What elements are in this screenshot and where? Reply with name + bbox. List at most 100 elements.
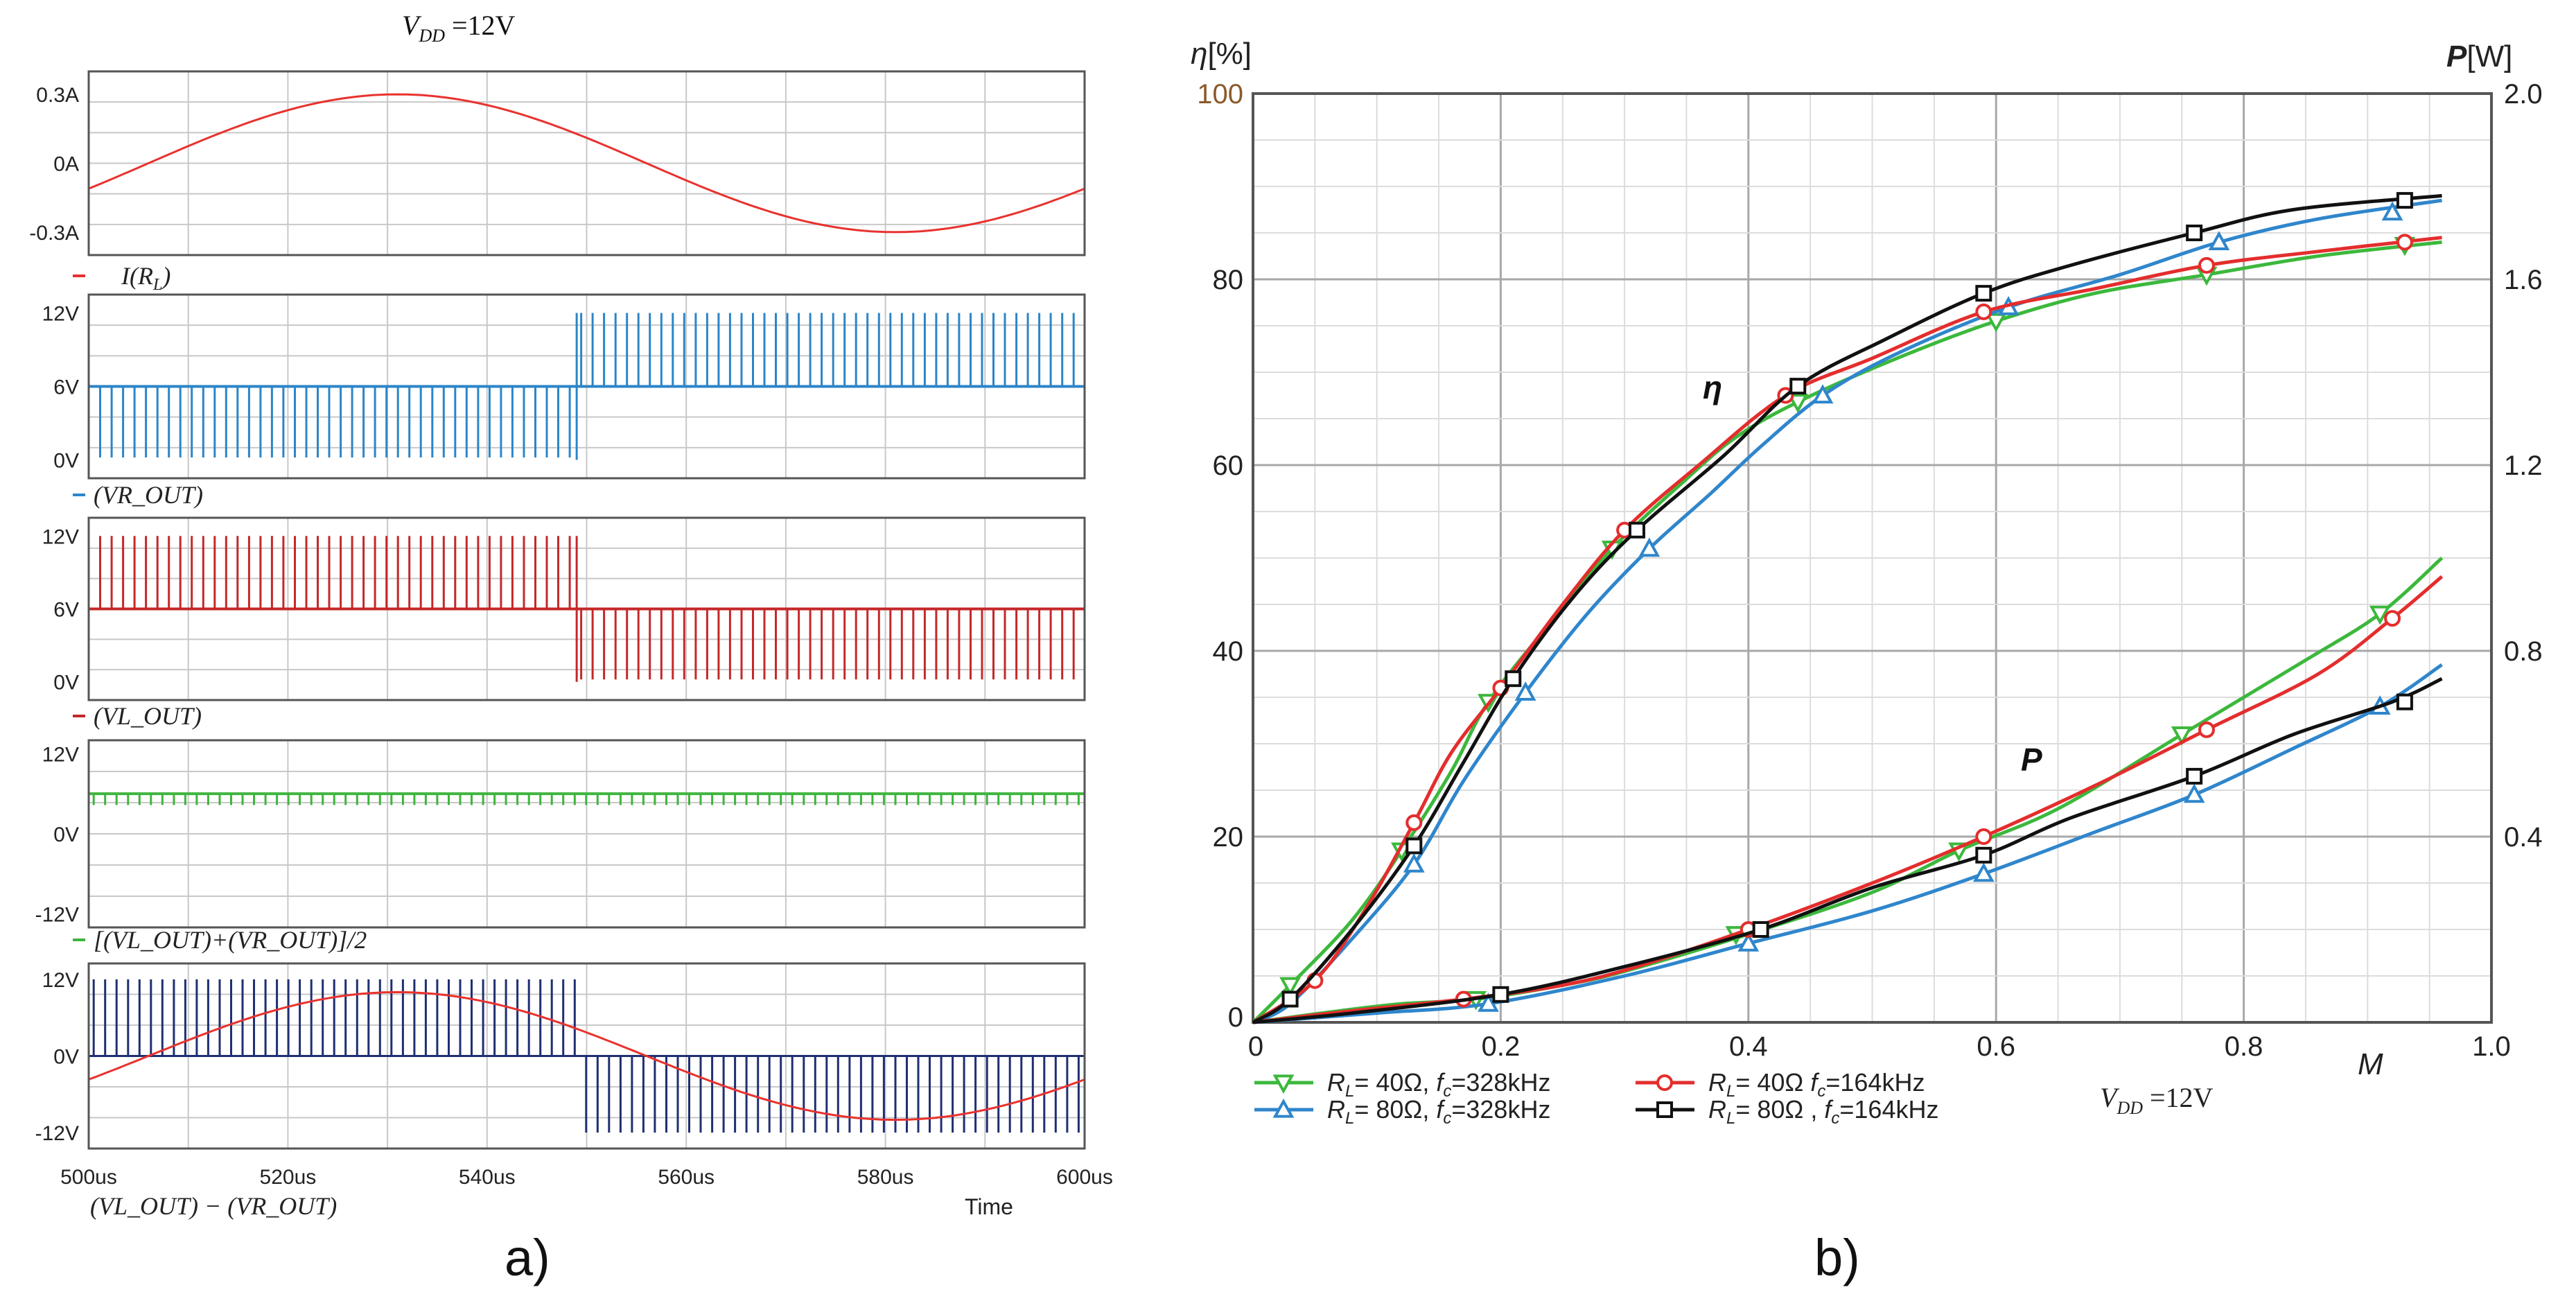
series-4 bbox=[1252, 192, 2443, 1024]
data-point bbox=[2183, 783, 2205, 803]
vdd-annotation: VDD =12V bbox=[2100, 1082, 2214, 1118]
data-point bbox=[1279, 977, 1302, 997]
x-tick-label: 0.6 bbox=[1977, 1031, 2015, 1062]
efficiency-line bbox=[1252, 193, 2442, 1024]
data-point bbox=[1975, 285, 1992, 302]
legend-vl-out: (VL_OUT) bbox=[94, 702, 202, 730]
efficiency-line bbox=[1252, 236, 2442, 1024]
oscilloscope-traces: 0.3A 0A -0.3A 12V 6V 0V 12V 6V 0V 12V 0V -12V 12V 0V -… bbox=[29, 70, 1113, 1189]
y-tick-label: 6V bbox=[53, 376, 79, 399]
data-point bbox=[1737, 932, 1760, 952]
left-axis-title: η[%] bbox=[1191, 37, 1252, 71]
x-tick-label: 0.8 bbox=[2225, 1031, 2263, 1062]
trace-frame bbox=[87, 739, 1086, 929]
y-tick-label: 0V bbox=[53, 823, 79, 846]
legend-text: RL= 40Ω fc=164kHz bbox=[1708, 1068, 1925, 1101]
data-point bbox=[2186, 225, 2203, 241]
y-tick-label: -0.3A bbox=[29, 222, 79, 245]
panel-a-label: a) bbox=[505, 1229, 550, 1286]
data-point bbox=[1812, 384, 1834, 404]
plot-frame bbox=[1252, 92, 2493, 1024]
time-tick-label: 540us bbox=[459, 1166, 516, 1189]
differential-waveform bbox=[92, 979, 1080, 1133]
panel-b-label: b) bbox=[1814, 1229, 1860, 1286]
y-tick-label: 0V bbox=[53, 450, 79, 473]
trace-frame bbox=[87, 70, 1086, 256]
data-point bbox=[1492, 986, 1509, 1003]
trace-frame bbox=[87, 516, 1086, 701]
legend-differential: (VL_OUT) − (VR_OUT) bbox=[90, 1192, 337, 1220]
data-point bbox=[2198, 256, 2215, 274]
x-tick-label: 0 bbox=[1248, 1031, 1263, 1062]
chart-grid bbox=[1252, 92, 2493, 1024]
data-point bbox=[1272, 1074, 1295, 1094]
legend-common-mode: [(VL_OUT)+(VR_OUT)]/2 bbox=[94, 926, 367, 954]
y-left-tick-label: 100 bbox=[1197, 79, 1243, 110]
data-point bbox=[2396, 234, 2413, 251]
trace-legends: I(RL) (VR_OUT) (VL_OUT) [(VL_OUT)+(VR_OU… bbox=[90, 262, 367, 1220]
y-right-tick-label: 1.2 bbox=[2504, 451, 2543, 481]
y-tick-label: 12V bbox=[42, 525, 79, 548]
chart-tick-labels: 0 0.2 0.4 0.6 0.8 1.0 0 20 40 60 80 100 0.4 0.8 1.2 1.6… bbox=[1197, 79, 2542, 1062]
data-point bbox=[1405, 837, 1423, 855]
supply-voltage-subscript: DD bbox=[418, 26, 445, 46]
legend-text: RL= 80Ω , fc=164kHz bbox=[1708, 1095, 1938, 1128]
power-line bbox=[1252, 676, 2443, 1024]
y-tick-label: 6V bbox=[53, 599, 79, 622]
legend-vr-out: (VR_OUT) bbox=[94, 481, 203, 509]
y-left-tick-label: 40 bbox=[1213, 636, 1244, 667]
y-tick-label: -12V bbox=[35, 1122, 79, 1145]
data-point bbox=[1789, 378, 1807, 395]
legend-text: RL= 40Ω, fc=328kHz bbox=[1327, 1068, 1550, 1101]
y-right-tick-label: 2.0 bbox=[2504, 79, 2543, 110]
data-point bbox=[2186, 767, 2203, 785]
right-axis-title: P[W] bbox=[2446, 40, 2512, 73]
data-point bbox=[2384, 610, 2401, 627]
data-point bbox=[1403, 853, 1425, 873]
y-tick-label: 12V bbox=[42, 743, 79, 766]
legend-text: RL= 80Ω, fc=328kHz bbox=[1327, 1095, 1550, 1128]
legend-entry-2: RL= 80Ω, fc=328kHz bbox=[1254, 1095, 1550, 1128]
data-point bbox=[1514, 681, 1536, 701]
y-left-tick-label: 60 bbox=[1213, 451, 1244, 481]
trace-panel-vr-out: 12V 6V 0V bbox=[42, 293, 1086, 496]
panel-b: 0 0.2 0.4 0.6 0.8 1.0 0 20 40 60 80 100 0.4 0.8 1.2 1.6… bbox=[1191, 37, 2543, 1286]
x-axis-title: M bbox=[2358, 1047, 2383, 1081]
trace-frame bbox=[87, 293, 1086, 480]
data-point bbox=[1975, 846, 1992, 864]
trace-panel-differential: 12V 0V -12V bbox=[35, 962, 1086, 1150]
supply-voltage-header: VDD =12V bbox=[402, 10, 516, 46]
data-point bbox=[1505, 670, 1522, 688]
data-point bbox=[2208, 231, 2230, 250]
time-tick-label: 520us bbox=[260, 1166, 317, 1189]
data-point bbox=[1975, 828, 1992, 845]
data-point bbox=[1281, 990, 1299, 1008]
y-right-tick-label: 0.8 bbox=[2504, 636, 2543, 667]
current-overlay-waveform bbox=[88, 990, 1085, 1121]
efficiency-curve-label: η bbox=[1703, 369, 1722, 405]
data-point bbox=[2396, 693, 2413, 710]
y-right-tick-label: 0.4 bbox=[2504, 822, 2543, 853]
trace-panel-vl-out: 12V 6V 0V bbox=[42, 516, 1086, 717]
panel-a: VDD =12V 0.3A 0A -0.3A 12V 6V 0V 12V 6V 0V 12V 0V -… bbox=[29, 10, 1113, 1286]
x-tick-label: 0.2 bbox=[1482, 1031, 1521, 1062]
data-point bbox=[1752, 921, 1769, 938]
legend-entry-4: RL= 80Ω , fc=164kHz bbox=[1636, 1095, 1938, 1128]
time-tick-label: 500us bbox=[60, 1166, 117, 1189]
efficiency-line bbox=[1252, 198, 2442, 1024]
data-point bbox=[2198, 721, 2215, 738]
current-waveform bbox=[88, 93, 1085, 234]
y-tick-label: 12V bbox=[42, 303, 79, 326]
data-point bbox=[1272, 1098, 1295, 1118]
data-point bbox=[1656, 1101, 1673, 1118]
y-left-tick-label: 20 bbox=[1213, 822, 1244, 853]
legend-current: I(RL) bbox=[121, 262, 170, 294]
data-point bbox=[1628, 521, 1645, 539]
data-point bbox=[1656, 1074, 1673, 1091]
power-line bbox=[1252, 575, 2444, 1024]
series-3 bbox=[1252, 234, 2444, 1024]
data-point bbox=[2396, 192, 2413, 209]
common-mode-waveform bbox=[92, 794, 1080, 805]
trace-frame bbox=[87, 962, 1086, 1150]
